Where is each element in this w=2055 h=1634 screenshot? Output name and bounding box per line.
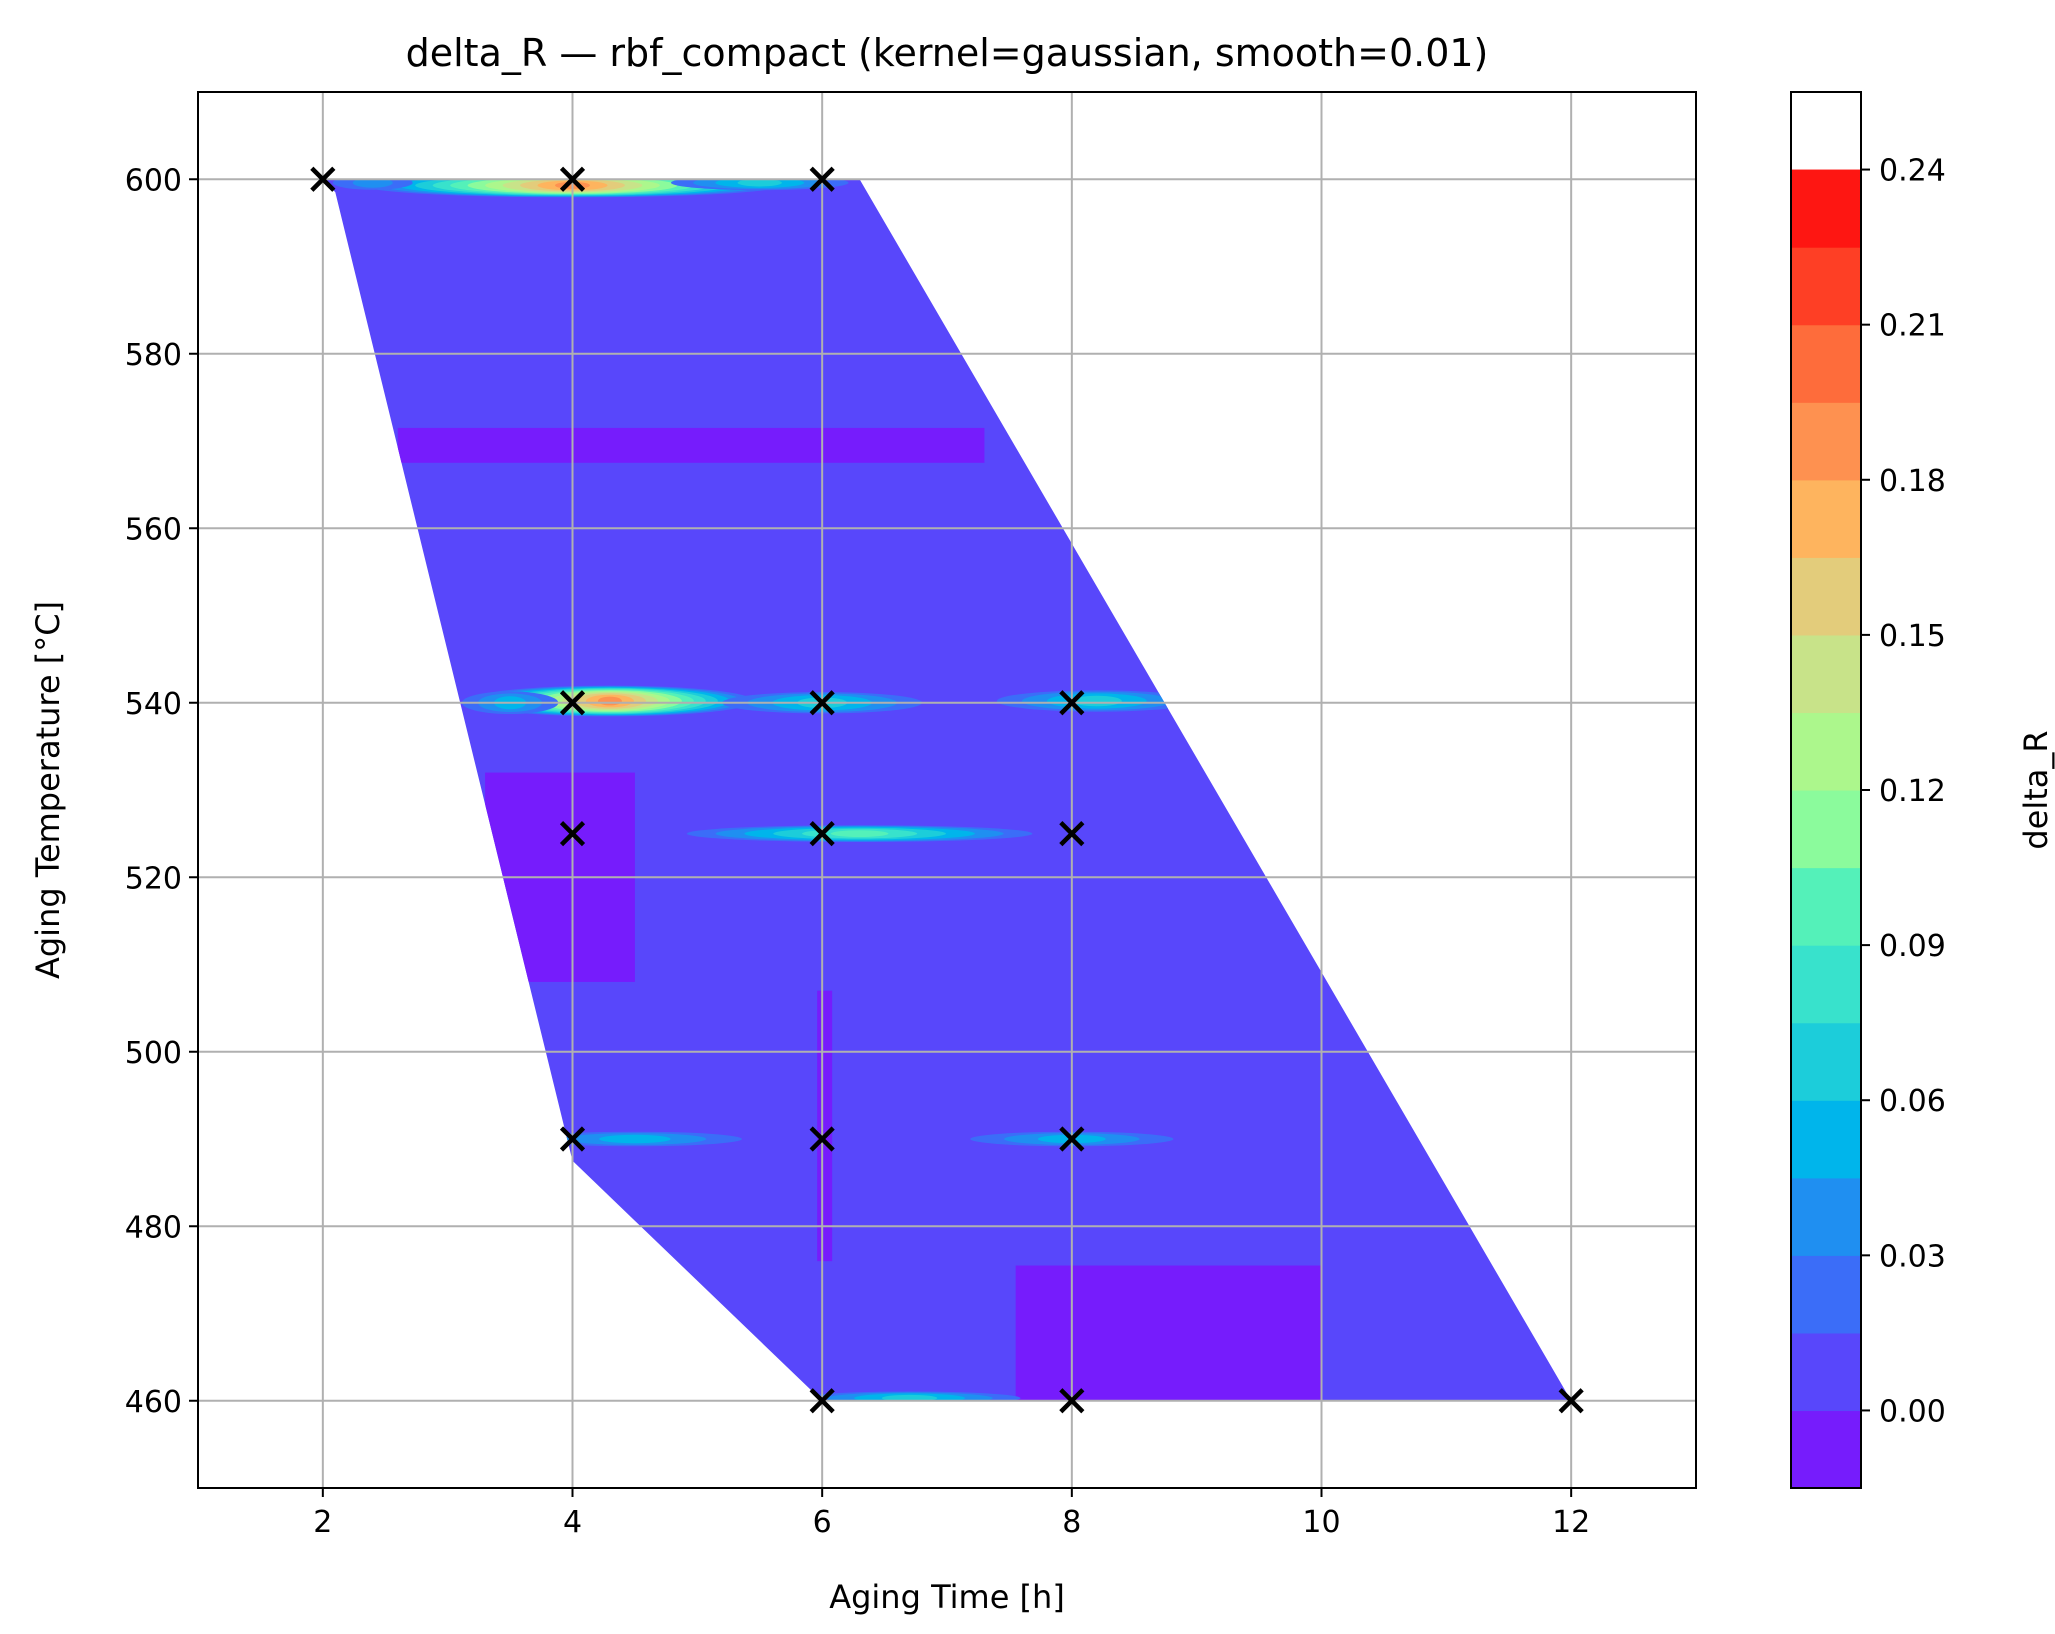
colorbar-band xyxy=(1791,1255,1861,1334)
colorbar-band xyxy=(1791,1022,1861,1101)
low-region-3 xyxy=(817,990,833,1262)
hotspot-level xyxy=(737,179,782,187)
y-tick-label: 600 xyxy=(125,163,182,198)
hotspot-level xyxy=(599,1134,671,1144)
sample-marker xyxy=(1059,1126,1085,1152)
colorbar-band xyxy=(1791,1177,1861,1256)
sample-marker xyxy=(1059,821,1085,847)
sample-marker xyxy=(1059,690,1085,716)
contour-fill xyxy=(322,179,1572,1401)
x-tick-label: 10 xyxy=(1302,1505,1340,1540)
hotspot-8 xyxy=(527,1131,742,1147)
y-axis-label: Aging Temperature [°C] xyxy=(29,601,67,979)
x-axis-label: Aging Time [h] xyxy=(829,1578,1065,1616)
sample-marker xyxy=(809,690,835,716)
y-tick-label: 480 xyxy=(125,1210,182,1245)
sample-markers xyxy=(310,166,1584,1414)
colorbar-band xyxy=(1791,169,1861,248)
sample-marker xyxy=(809,1388,835,1414)
colorbar-band xyxy=(1791,1100,1861,1179)
hotspot-2 xyxy=(332,179,413,190)
hotspot-7 xyxy=(686,825,1033,843)
colorbar-tick-label: 0.12 xyxy=(1879,774,1946,809)
colorbar-band xyxy=(1791,867,1861,946)
colorbar-tick-label: 0.24 xyxy=(1879,154,1946,189)
y-tick-label: 460 xyxy=(125,1385,182,1420)
y-tick-label: 500 xyxy=(125,1036,182,1071)
contour-background xyxy=(322,179,1572,1401)
sample-marker xyxy=(1558,1388,1584,1414)
low-region-2 xyxy=(1015,1265,1322,1401)
y-tick-label: 540 xyxy=(125,687,182,722)
hotspot-level xyxy=(597,696,622,706)
colorbar-tick-label: 0.09 xyxy=(1879,929,1946,964)
sample-marker xyxy=(809,1126,835,1152)
x-tick-label: 6 xyxy=(813,1505,832,1540)
y-tick-label: 560 xyxy=(125,512,182,547)
colorbar-label: delta_R xyxy=(2017,730,2055,849)
sample-marker xyxy=(559,1126,586,1152)
colorbar-tick-label: 0.15 xyxy=(1879,619,1946,654)
colorbar-band xyxy=(1791,479,1861,558)
grid xyxy=(198,92,1696,1488)
plot-area xyxy=(322,179,1572,1401)
colorbar-band xyxy=(1791,945,1861,1024)
plot-frame xyxy=(197,91,1697,1489)
colorbar-band xyxy=(1791,1332,1861,1412)
sample-marker xyxy=(809,821,835,847)
colorbar-band xyxy=(1791,1410,1861,1489)
x-axis-ticks: 2 4 6 8 10 12 xyxy=(313,1488,1590,1540)
colorbar: 0.00 0.03 0.06 0.09 0.12 0.15 0.18 0.21 0.24 xyxy=(1790,91,1946,1489)
colorbar-band xyxy=(1791,247,1861,326)
x-tick-label: 8 xyxy=(1062,1505,1081,1540)
colorbar-tick-label: 0.18 xyxy=(1879,464,1946,499)
colorbar-tick-label: 0.21 xyxy=(1879,309,1946,344)
sample-marker xyxy=(809,166,835,192)
x-tick-label: 2 xyxy=(313,1505,332,1540)
colorbar-band xyxy=(1791,712,1861,791)
y-axis-ticks: 460 480 500 520 540 560 580 600 xyxy=(125,163,198,1420)
colorbar-band xyxy=(1791,324,1861,403)
colorbar-band xyxy=(1791,402,1861,481)
hotspot-5 xyxy=(996,690,1197,712)
hotspot-level xyxy=(830,830,889,838)
y-tick-label: 520 xyxy=(125,861,182,896)
colorbar-tick-label: 0.03 xyxy=(1879,1239,1946,1274)
x-tick-label: 12 xyxy=(1552,1505,1590,1540)
colorbar-band xyxy=(1791,557,1861,636)
x-tick-label: 4 xyxy=(563,1505,582,1540)
colorbar-tick-label: 0.00 xyxy=(1879,1394,1946,1429)
y-tick-label: 580 xyxy=(125,338,182,373)
chart-title: delta_R — rbf_compact (kernel=gaussian, … xyxy=(406,31,1489,75)
low-region-0 xyxy=(397,427,985,463)
sample-marker xyxy=(559,690,586,716)
sample-marker xyxy=(559,166,586,192)
sample-marker xyxy=(559,821,586,847)
colorbar-band xyxy=(1791,634,1861,714)
colorbar-tick-label: 0.06 xyxy=(1879,1084,1946,1119)
colorbar-band xyxy=(1791,790,1861,869)
sample-marker xyxy=(310,166,336,192)
sample-marker xyxy=(1059,1388,1085,1414)
